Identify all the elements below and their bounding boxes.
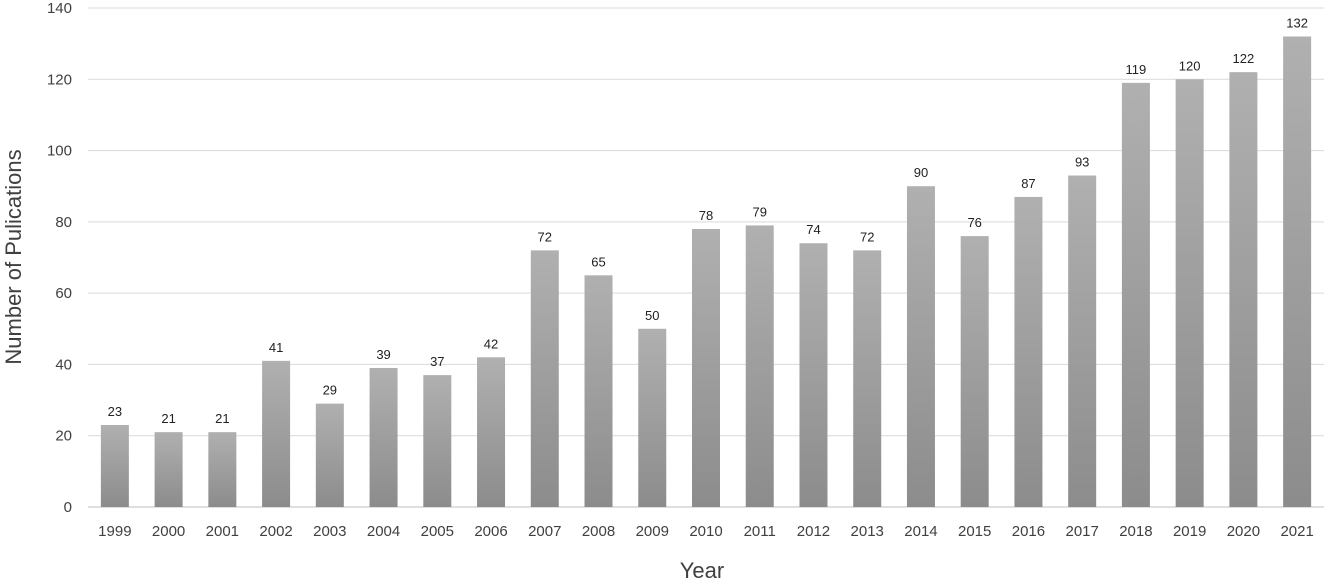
data-label-2020: 122	[1233, 51, 1255, 66]
x-tick-label-2021: 2021	[1280, 523, 1313, 540]
x-tick-label-2008: 2008	[582, 523, 615, 540]
bar-2015	[960, 236, 989, 507]
data-label-2011: 79	[753, 204, 767, 219]
bar-1999	[100, 425, 129, 507]
data-label-1999: 23	[108, 404, 122, 419]
data-label-2016: 87	[1021, 176, 1035, 191]
data-label-2006: 42	[484, 336, 498, 351]
data-label-2010: 78	[699, 208, 713, 223]
y-tick-label: 0	[64, 499, 72, 516]
x-tick-label-2000: 2000	[152, 523, 185, 540]
x-tick-label-2011: 2011	[744, 523, 776, 540]
data-label-2015: 76	[967, 215, 981, 230]
bar-2009	[638, 328, 667, 507]
bar-2006	[477, 357, 506, 507]
x-tick-label-2019: 2019	[1173, 523, 1206, 540]
y-tick-label: 20	[55, 428, 72, 445]
bar-2001	[208, 432, 237, 507]
x-tick-label-2016: 2016	[1012, 523, 1045, 540]
bar-2020	[1229, 72, 1258, 508]
y-tick-label: 100	[47, 143, 72, 160]
bar-2007	[530, 250, 559, 507]
bar-2018	[1121, 82, 1150, 507]
x-axis-ticks: 1999 2000 2001 2002 2003 2004 2005 2006 2007 2008…	[98, 523, 1314, 540]
y-tick-label: 120	[47, 71, 72, 88]
bar-2000	[154, 432, 183, 507]
data-label-2005: 37	[430, 354, 444, 369]
x-tick-label-2018: 2018	[1119, 523, 1152, 540]
bar-2011	[745, 225, 774, 507]
data-label-2017: 93	[1075, 155, 1089, 170]
data-label-2012: 74	[806, 222, 820, 237]
bar-2017	[1068, 175, 1097, 507]
bar-2021	[1283, 36, 1312, 508]
y-tick-label: 140	[47, 0, 72, 17]
data-label-2021: 132	[1286, 16, 1308, 31]
x-tick-label-2002: 2002	[259, 523, 292, 540]
bar-2008	[584, 275, 613, 507]
data-labels-layer: 23 21 21 41 29 39 37 42 72 65 50 78 79 74 72 90 76 87 93 11…	[108, 16, 1308, 427]
bar-2013	[853, 250, 882, 507]
x-tick-label-1999: 1999	[98, 523, 131, 540]
data-label-2001: 21	[215, 411, 229, 426]
bar-2003	[315, 403, 344, 507]
x-tick-label-2001: 2001	[206, 523, 239, 540]
bar-2016	[1014, 196, 1043, 507]
data-label-2009: 50	[645, 308, 659, 323]
bar-2012	[799, 243, 828, 507]
bars-layer	[100, 36, 1312, 508]
x-tick-label-2017: 2017	[1065, 523, 1098, 540]
y-tick-label: 80	[55, 214, 72, 231]
bar-2002	[262, 360, 291, 507]
x-tick-label-2004: 2004	[367, 523, 400, 540]
data-label-2004: 39	[376, 347, 390, 362]
x-tick-label-2005: 2005	[421, 523, 454, 540]
data-label-2018: 119	[1126, 62, 1147, 77]
x-tick-label-2012: 2012	[797, 523, 830, 540]
x-tick-label-2014: 2014	[904, 523, 937, 540]
x-tick-label-2013: 2013	[851, 523, 884, 540]
y-axis-title: Number of Pulications	[1, 149, 26, 364]
bar-2005	[423, 375, 452, 507]
data-label-2008: 65	[591, 254, 605, 269]
x-tick-label-2007: 2007	[528, 523, 561, 540]
x-tick-label-2020: 2020	[1227, 523, 1260, 540]
bar-2004	[369, 367, 398, 507]
y-tick-label: 60	[55, 285, 72, 302]
data-label-2000: 21	[161, 411, 175, 426]
x-tick-label-2009: 2009	[636, 523, 669, 540]
x-tick-label-2006: 2006	[474, 523, 507, 540]
x-tick-label-2003: 2003	[313, 523, 346, 540]
x-axis-title: Year	[680, 558, 724, 581]
x-tick-label-2010: 2010	[689, 523, 722, 540]
data-label-2019: 120	[1179, 58, 1201, 73]
x-tick-label-2015: 2015	[958, 523, 991, 540]
data-label-2003: 29	[323, 383, 337, 398]
data-label-2013: 72	[860, 229, 874, 244]
data-label-2007: 72	[538, 229, 552, 244]
data-label-2002: 41	[269, 340, 283, 355]
bar-2019	[1175, 79, 1204, 508]
data-label-2014: 90	[914, 165, 928, 180]
y-axis-ticks: 0 20 40 60 80 100 120 140	[47, 0, 72, 516]
bar-2014	[906, 186, 935, 507]
bar-2010	[692, 228, 720, 507]
y-tick-label: 40	[55, 356, 72, 373]
